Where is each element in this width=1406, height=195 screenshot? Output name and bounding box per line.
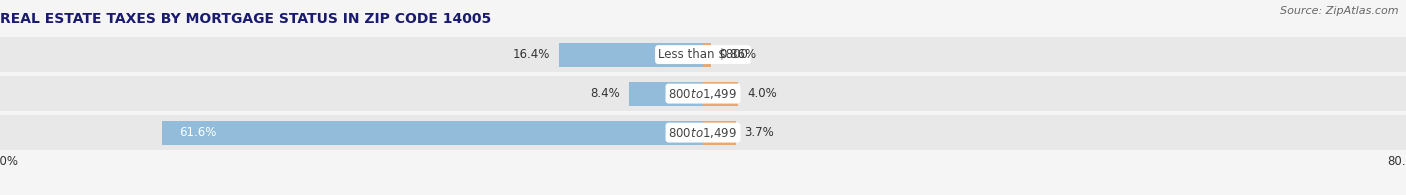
Text: 16.4%: 16.4% [513,48,550,61]
Text: 8.4%: 8.4% [591,87,620,100]
Text: 0.86%: 0.86% [720,48,756,61]
Text: Source: ZipAtlas.com: Source: ZipAtlas.com [1281,6,1399,16]
Text: 3.7%: 3.7% [744,126,775,139]
Bar [0,37,1406,72]
Text: 4.0%: 4.0% [747,87,776,100]
Text: 61.6%: 61.6% [180,126,217,139]
Text: $800 to $1,499: $800 to $1,499 [668,126,738,140]
Bar [560,43,703,67]
Text: Less than $800: Less than $800 [658,48,748,61]
Bar [0,115,1406,150]
Bar [703,121,735,145]
Bar [162,121,703,145]
Bar [0,76,1406,111]
Bar [703,43,710,67]
Text: $800 to $1,499: $800 to $1,499 [668,87,738,101]
Text: REAL ESTATE TAXES BY MORTGAGE STATUS IN ZIP CODE 14005: REAL ESTATE TAXES BY MORTGAGE STATUS IN … [0,12,491,26]
Bar [630,82,703,106]
Bar [703,82,738,106]
